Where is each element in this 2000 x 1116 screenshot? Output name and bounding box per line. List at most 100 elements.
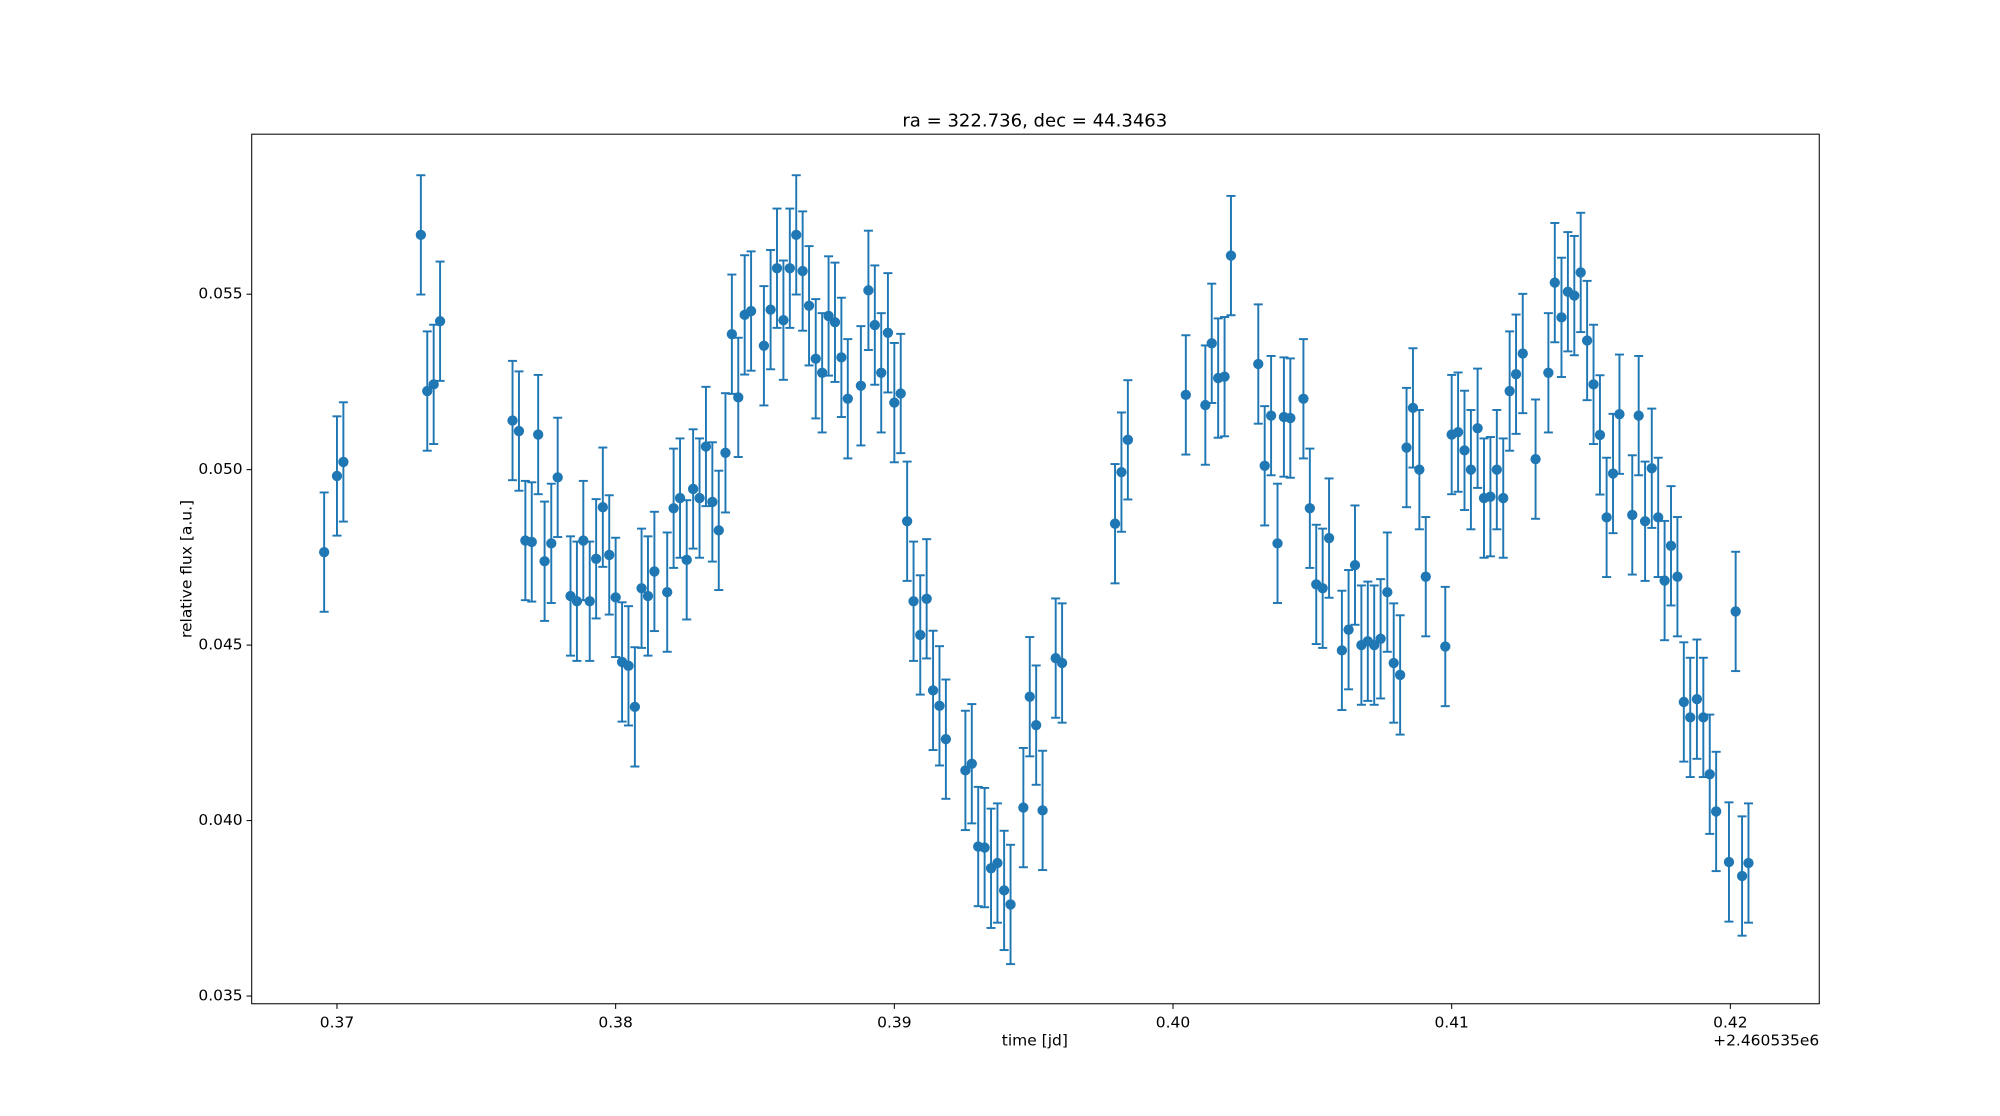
data-point — [1336, 645, 1348, 656]
data-point — [1031, 719, 1042, 731]
data-point — [998, 885, 1010, 896]
data-point — [642, 590, 654, 602]
data-point — [1691, 693, 1703, 705]
data-point — [1485, 491, 1496, 502]
data-point — [1116, 466, 1127, 478]
data-point — [1285, 412, 1296, 424]
data-point — [908, 596, 919, 607]
data-point — [1678, 696, 1689, 708]
x-tick-label: 0.39 — [877, 1014, 911, 1032]
data-point — [934, 700, 945, 711]
data-point — [1510, 369, 1522, 380]
data-point — [810, 353, 821, 364]
x-offset-label: +2.460535e6 — [1713, 1032, 1819, 1050]
data-point — [1498, 492, 1509, 504]
data-point — [1685, 712, 1696, 723]
data-point — [552, 472, 563, 483]
data-point — [584, 596, 595, 607]
data-point — [960, 765, 971, 776]
data-point — [1730, 606, 1741, 617]
data-point — [876, 367, 887, 378]
data-point — [1440, 641, 1451, 652]
data-point — [797, 265, 808, 277]
data-point — [1704, 769, 1715, 780]
data-point — [1265, 410, 1277, 421]
data-point — [1543, 367, 1554, 378]
data-point — [1298, 393, 1309, 404]
data-point — [882, 327, 894, 338]
data-point — [1627, 509, 1638, 521]
data-point — [694, 492, 705, 504]
data-point — [979, 842, 990, 853]
data-point — [1253, 358, 1264, 370]
data-point — [1180, 389, 1191, 401]
data-point — [604, 549, 615, 561]
data-point — [1259, 460, 1270, 471]
data-point — [1225, 250, 1237, 261]
data-point — [1736, 870, 1748, 882]
data-point — [533, 429, 544, 440]
data-point — [415, 229, 427, 241]
data-point — [700, 441, 712, 452]
data-point — [687, 483, 699, 495]
data-point — [610, 592, 621, 603]
data-point — [1549, 277, 1560, 288]
data-point — [1304, 503, 1315, 514]
data-point — [1601, 512, 1612, 523]
y-tick-label: 0.050 — [198, 460, 242, 478]
data-point — [629, 701, 641, 713]
data-point — [713, 525, 724, 536]
data-point — [1420, 571, 1431, 582]
data-point — [590, 553, 602, 564]
data-point — [1569, 290, 1580, 301]
data-point — [1556, 312, 1567, 323]
data-point — [578, 535, 589, 546]
data-point — [901, 516, 913, 527]
data-point — [1122, 434, 1134, 445]
data-point — [674, 492, 686, 504]
data-point — [765, 304, 776, 315]
data-point — [733, 392, 744, 403]
data-point — [1465, 464, 1477, 475]
data-point — [791, 229, 802, 241]
data-point — [681, 554, 692, 566]
data-point — [318, 546, 330, 558]
data-point — [823, 310, 834, 322]
data-point — [1109, 518, 1121, 529]
data-point — [1323, 532, 1335, 544]
data-point — [758, 340, 770, 351]
data-point — [1594, 429, 1606, 441]
y-tick-label: 0.040 — [198, 811, 242, 829]
data-point — [1504, 385, 1515, 397]
data-point — [1672, 571, 1683, 582]
data-point — [507, 415, 518, 426]
data-point — [1369, 639, 1380, 651]
data-point — [1665, 540, 1677, 551]
data-point — [1459, 445, 1470, 456]
data-point — [1317, 583, 1328, 594]
data-point — [597, 502, 608, 513]
data-point — [1710, 806, 1722, 817]
data-point — [1200, 399, 1211, 411]
data-point — [745, 305, 757, 317]
data-point — [1382, 586, 1393, 598]
plot-frame — [251, 133, 1820, 1005]
data-point — [966, 758, 977, 769]
data-point — [778, 315, 789, 326]
data-point — [623, 660, 634, 671]
y-axis-label: relative flux [a.u.] — [178, 500, 196, 638]
data-point — [1452, 426, 1464, 438]
data-point — [1206, 338, 1217, 349]
data-point — [546, 538, 557, 549]
data-point — [1614, 409, 1625, 420]
data-point — [707, 496, 718, 508]
data-point — [571, 596, 583, 607]
data-point — [1407, 402, 1419, 414]
data-point — [1037, 805, 1048, 816]
y-tick-label: 0.055 — [198, 285, 242, 303]
data-point — [895, 388, 906, 399]
data-point — [842, 393, 853, 404]
data-point — [829, 317, 841, 328]
data-point — [636, 583, 647, 594]
data-point — [1349, 559, 1361, 571]
